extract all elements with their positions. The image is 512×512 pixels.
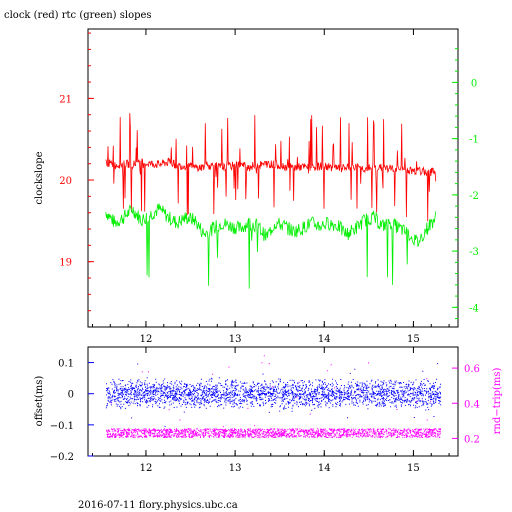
- top-axes: 12 13 14 15 19 20 21 -4 -3 -2 -1 0: [59, 29, 479, 345]
- rtc-slope-line: [105, 203, 437, 289]
- top-x-tick-label: 12: [140, 334, 153, 345]
- top-y-tick-label: 20: [59, 176, 72, 187]
- bottom-y-tick-label: 0.1: [58, 359, 74, 370]
- top-x-tick-label: 15: [407, 334, 420, 345]
- bottom-ylabel: offset(ms): [34, 376, 45, 427]
- bottom-axes: 12 13 14 15 0.1 0 −0.1 −0.2 0.6 0.4 0.2: [50, 347, 480, 474]
- roundtrip-series: [106, 355, 441, 438]
- bottom-y2label: rnd−trip(ms): [492, 367, 503, 434]
- bottom-x-tick-label: 12: [140, 463, 153, 474]
- bottom-x-tick-label: 15: [407, 463, 420, 474]
- rtc-slope-series: [105, 203, 437, 289]
- roundtrip-points: [106, 355, 441, 438]
- top-y2-tick-label: -2: [469, 191, 479, 202]
- top-y-tick-label: 21: [59, 94, 72, 105]
- top-ylabel: clockslope: [34, 151, 45, 204]
- top-y2-tick-label: 0: [471, 78, 477, 89]
- bottom-plot-frame: [87, 346, 459, 457]
- top-plot-frame: [87, 28, 459, 328]
- top-y2-tick-label: -3: [469, 247, 479, 258]
- offset-series: [105, 363, 442, 427]
- bottom-y-tick-label: 0: [68, 390, 74, 401]
- top-y2-tick-label: -4: [469, 303, 479, 314]
- top-panel: 12 13 14 15 19 20 21 -4 -3 -2 -1 0 clockslope: [34, 28, 479, 345]
- bottom-x-tick-label: 14: [318, 463, 331, 474]
- top-y2-tick-label: -1: [469, 135, 479, 146]
- bottom-y2-tick-label: 0.2: [464, 434, 480, 445]
- bottom-panel: 12 13 14 15 0.1 0 −0.1 −0.2 0.6 0.4 0.2 offset(ms)…: [34, 346, 503, 474]
- offset-points: [105, 363, 442, 427]
- bottom-y2-tick-label: 0.4: [464, 399, 480, 410]
- top-x-tick-label: 13: [229, 334, 242, 345]
- clock-slope-series: [105, 113, 437, 222]
- top-x-tick-label: 14: [318, 334, 331, 345]
- bottom-y2-tick-label: 0.6: [464, 364, 480, 375]
- footer-text: 2016-07-11 flory.physics.ubc.ca: [78, 500, 238, 511]
- bottom-x-tick-label: 13: [229, 463, 242, 474]
- chart-title: clock (red) rtc (green) slopes: [4, 10, 152, 21]
- bottom-y-tick-label: −0.2: [50, 452, 74, 463]
- clock-slope-line: [105, 113, 437, 222]
- top-y-tick-label: 19: [59, 258, 72, 269]
- bottom-y-tick-label: −0.1: [50, 421, 74, 432]
